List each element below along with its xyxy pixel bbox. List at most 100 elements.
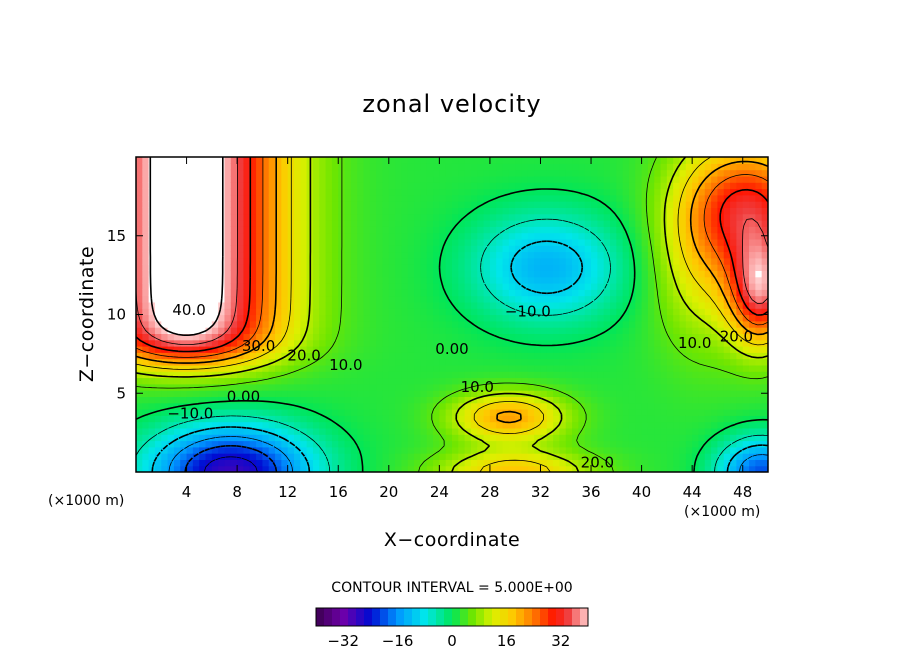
field-cell	[572, 465, 579, 472]
field-cell	[685, 220, 693, 227]
field-cell	[704, 232, 712, 240]
field-cell	[395, 308, 403, 316]
field-cell	[692, 157, 700, 164]
field-cell	[553, 339, 561, 347]
field-cell	[136, 245, 143, 253]
field-cell	[357, 327, 365, 334]
field-cell	[192, 320, 200, 328]
field-cell	[224, 220, 232, 227]
field-cell	[199, 251, 207, 259]
field-cell	[325, 264, 333, 271]
field-cell	[647, 427, 655, 435]
field-cell	[521, 453, 529, 460]
field-cell	[527, 434, 535, 442]
field-cell	[723, 213, 731, 221]
field-cell	[622, 434, 630, 442]
field-cell	[306, 459, 314, 467]
field-cell	[407, 264, 415, 271]
field-cell	[464, 308, 472, 316]
field-cell	[489, 446, 497, 454]
field-cell	[306, 371, 314, 379]
field-cell	[369, 264, 377, 271]
field-cell	[414, 440, 421, 448]
field-cell	[521, 238, 529, 246]
field-cell	[477, 446, 485, 454]
field-cell	[540, 409, 548, 416]
field-cell	[483, 352, 491, 360]
field-cell	[660, 289, 668, 297]
field-cell	[654, 402, 662, 410]
field-cell	[211, 276, 219, 284]
field-cell	[369, 270, 377, 278]
field-cell	[224, 169, 232, 177]
field-cell	[622, 226, 630, 234]
field-cell	[597, 390, 605, 397]
field-cell	[426, 446, 434, 454]
field-cell	[218, 383, 226, 391]
field-cell	[496, 245, 504, 253]
field-cell	[192, 245, 200, 253]
field-cell	[388, 390, 396, 397]
field-cell	[312, 352, 320, 360]
field-cell	[723, 453, 731, 460]
field-cell	[628, 346, 636, 353]
field-cell	[534, 409, 542, 416]
field-cell	[407, 364, 415, 372]
field-cell	[161, 295, 169, 303]
field-cell	[622, 377, 630, 385]
field-cell	[603, 352, 611, 360]
field-cell	[142, 245, 150, 253]
field-cell	[502, 383, 510, 391]
field-cell	[704, 157, 712, 164]
field-cell	[369, 383, 377, 391]
field-cell	[173, 289, 181, 297]
field-cell	[489, 409, 497, 416]
field-cell	[704, 440, 712, 448]
field-cell	[578, 364, 586, 372]
field-cell	[142, 346, 150, 353]
field-cell	[508, 427, 516, 435]
field-cell	[591, 377, 598, 385]
field-cell	[211, 188, 219, 196]
field-cell	[723, 220, 731, 227]
field-cell	[395, 169, 403, 177]
field-cell	[546, 207, 554, 215]
field-cell	[698, 188, 706, 196]
field-cell	[426, 339, 434, 347]
field-cell	[508, 245, 516, 253]
field-cell	[730, 346, 737, 353]
field-cell	[730, 409, 737, 416]
field-cell	[711, 333, 719, 341]
field-cell	[218, 194, 226, 202]
field-cell	[142, 213, 150, 221]
field-cell	[534, 308, 542, 316]
field-cell	[382, 182, 390, 190]
field-cell	[433, 188, 440, 196]
field-cell	[218, 427, 226, 435]
field-cell	[584, 409, 592, 416]
field-cell	[350, 364, 358, 372]
field-cell	[357, 358, 365, 366]
field-cell	[218, 207, 226, 215]
field-cell	[154, 220, 162, 227]
field-cell	[205, 427, 213, 435]
field-cell	[641, 440, 649, 448]
field-cell	[148, 421, 156, 429]
field-cell	[692, 251, 700, 259]
field-cell	[641, 308, 649, 316]
field-cell	[401, 283, 409, 290]
field-cell	[641, 169, 649, 177]
field-cell	[698, 409, 706, 416]
field-cell	[357, 415, 365, 423]
field-cell	[281, 446, 289, 454]
field-cell	[610, 459, 617, 467]
field-cell	[357, 232, 365, 240]
field-cell	[660, 314, 668, 322]
field-cell	[591, 207, 598, 215]
field-cell	[502, 238, 510, 246]
field-cell	[546, 465, 554, 472]
field-cell	[167, 371, 175, 379]
field-cell	[749, 402, 756, 410]
field-cell	[654, 396, 662, 404]
field-cell	[420, 358, 428, 366]
